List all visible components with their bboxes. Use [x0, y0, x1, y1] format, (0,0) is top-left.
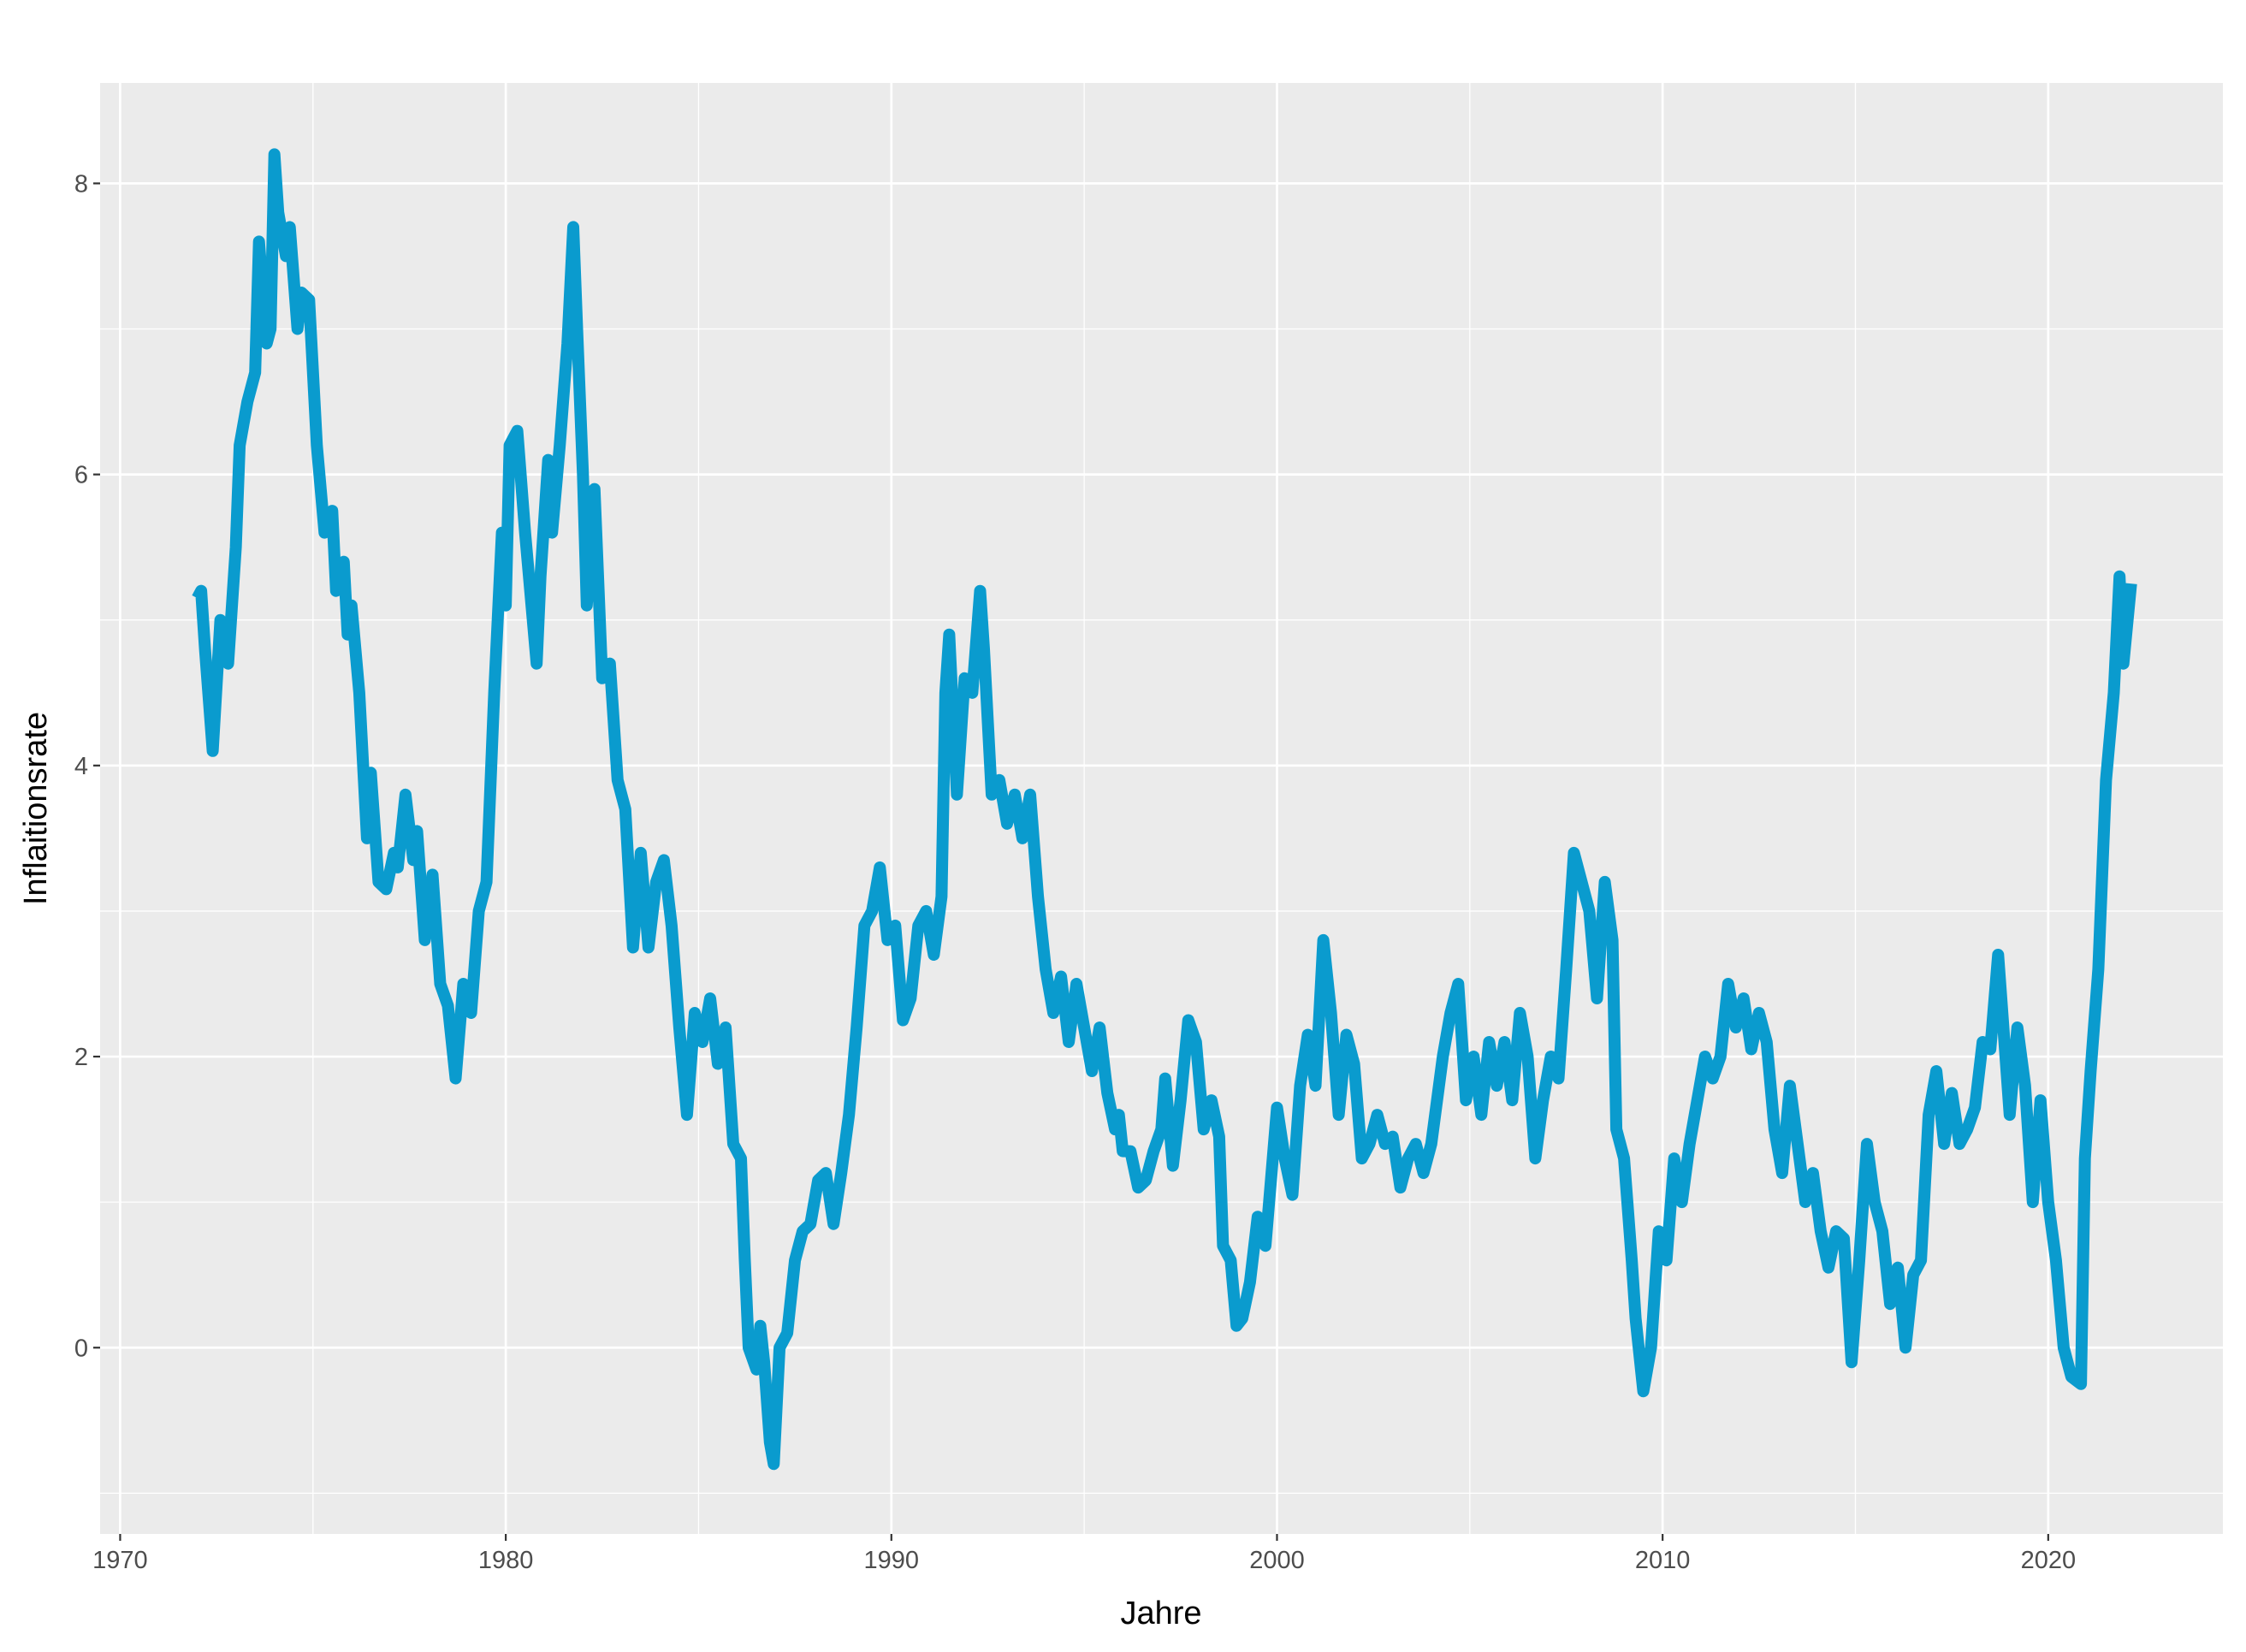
y-tick-label: 2 [74, 1044, 88, 1071]
plot-panel [100, 83, 2223, 1534]
x-axis-title: Jahre [1120, 1596, 1201, 1631]
y-tick-label: 8 [74, 170, 88, 198]
data-line [192, 148, 2137, 1471]
x-tick-label: 1980 [478, 1547, 534, 1574]
x-tick-label: 1970 [92, 1547, 148, 1574]
y-tick-label: 4 [74, 753, 88, 780]
y-tick-label: 6 [74, 462, 88, 489]
x-tick-label: 1990 [864, 1547, 920, 1574]
x-tick-label: 2020 [2021, 1547, 2077, 1574]
y-tick-label: 0 [74, 1335, 88, 1362]
y-axis-title: Inflaitionsrate [18, 712, 54, 905]
x-tick-label: 2000 [1249, 1547, 1305, 1574]
x-tick-label: 2010 [1635, 1547, 1691, 1574]
